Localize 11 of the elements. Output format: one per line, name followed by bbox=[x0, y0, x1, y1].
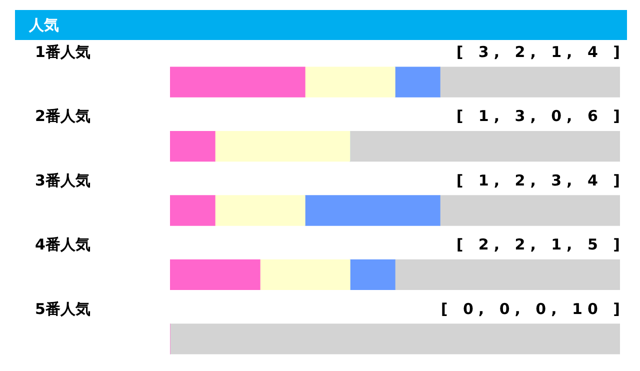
y-tick-label: 1番人気 bbox=[35, 42, 90, 61]
y-tick-label: 4番人気 bbox=[35, 236, 90, 254]
annotation: [ 1, 2, 3, 4 ] bbox=[456, 171, 625, 190]
annotation: [ 1, 3, 0, 6 ] bbox=[456, 107, 625, 126]
text: 人気 bbox=[15, 10, 627, 40]
annotation: [ 3, 2, 1, 4 ] bbox=[456, 42, 625, 61]
y-tick-label: 5番人気 bbox=[35, 300, 90, 318]
annotation: [ 0, 0, 0, 10 ] bbox=[440, 300, 625, 318]
annotation: [ 2, 2, 1, 5 ] bbox=[456, 236, 625, 254]
y-tick-label: 2番人気 bbox=[35, 107, 90, 126]
y-tick-label: 3番人気 bbox=[35, 171, 90, 190]
